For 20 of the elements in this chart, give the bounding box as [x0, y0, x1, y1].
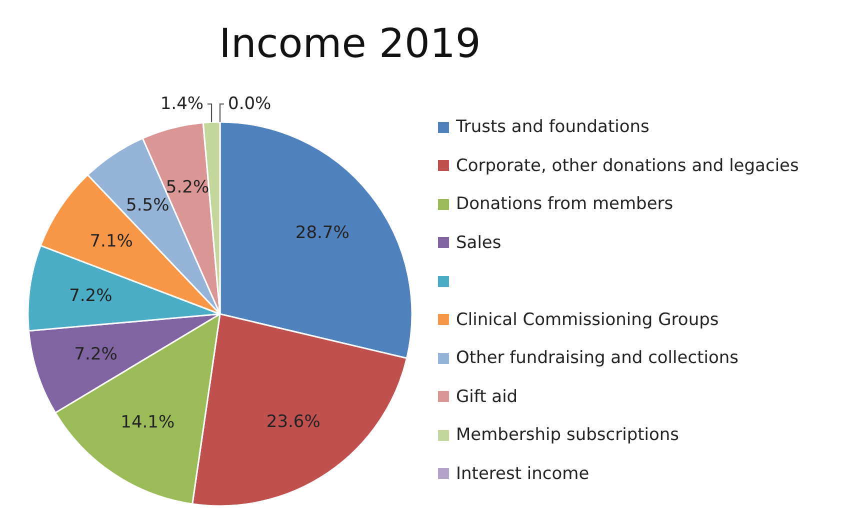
- data-label: 7.1%: [90, 232, 133, 252]
- data-label: 1.4%: [160, 94, 204, 114]
- chart-title: Income 2019: [219, 21, 481, 67]
- legend-label: Corporate, other donations and legacies: [456, 156, 799, 176]
- legend-label: Sales: [456, 232, 502, 253]
- data-label: 5.5%: [126, 195, 170, 216]
- data-label: 7.2%: [74, 344, 118, 364]
- text: 0.0%: [228, 94, 272, 114]
- legend-label: Other fundraising and collections: [456, 348, 738, 368]
- legend-label: Trusts and foundations: [456, 117, 650, 138]
- data-label: 28.7%: [295, 223, 350, 244]
- data-label: 7.2%: [69, 286, 112, 306]
- legend-label: Gift aid: [456, 386, 518, 407]
- legend-label: Membership subscriptions: [456, 425, 680, 446]
- data-label: 23.6%: [266, 412, 320, 432]
- data-label: 5.2%: [166, 178, 210, 198]
- data-label: 14.1%: [120, 412, 175, 433]
- legend-label: Donations from members: [456, 194, 674, 214]
- legend-label: Interest income: [456, 464, 590, 484]
- legend-label: Clinical Commissioning Groups: [456, 310, 719, 330]
